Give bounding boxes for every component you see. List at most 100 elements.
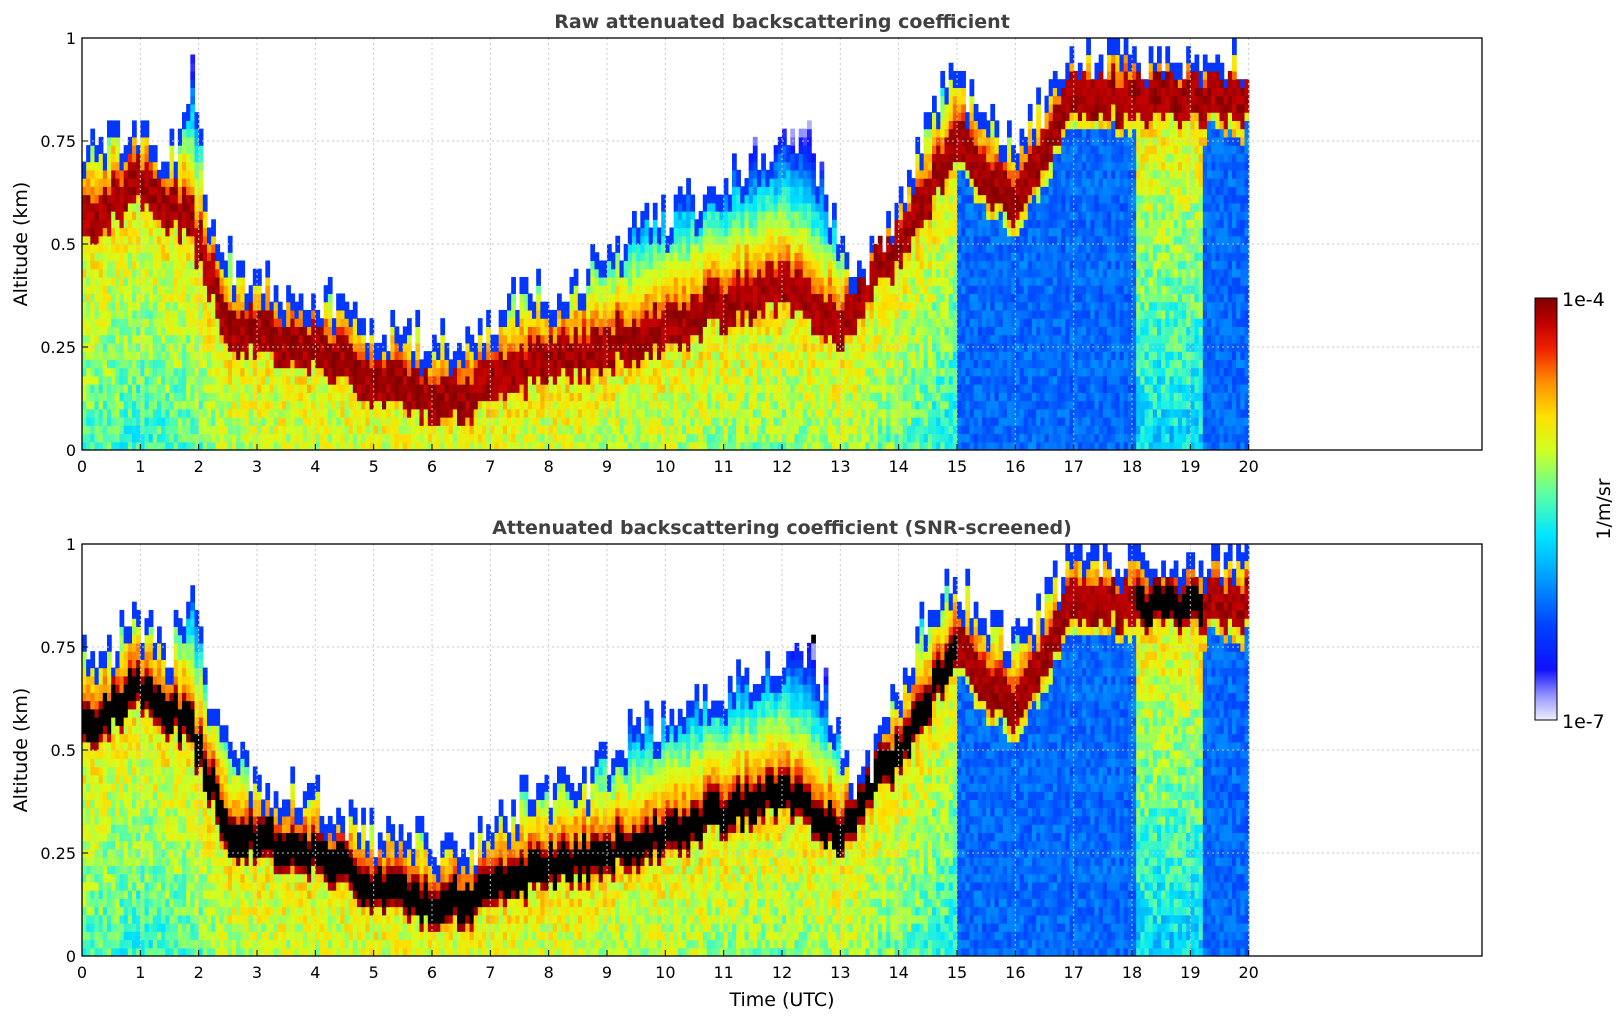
heatmap-cell [252, 268, 258, 278]
heatmap-cell [536, 309, 541, 319]
heatmap-cell [336, 417, 341, 426]
heatmap-cell [736, 276, 741, 286]
heatmap-cell [327, 433, 333, 443]
heatmap-cell [611, 351, 616, 360]
heatmap-cell [177, 342, 183, 352]
heatmap-cell [144, 202, 150, 212]
heatmap-cell [136, 367, 141, 377]
heatmap-cell [436, 375, 441, 385]
heatmap-cell [223, 400, 229, 410]
heatmap-cell [515, 392, 521, 402]
heatmap-cell [144, 326, 150, 336]
heatmap-cell [802, 244, 808, 253]
heatmap-cell [548, 408, 554, 418]
heatmap-cell [102, 211, 108, 220]
heatmap-cell [573, 400, 579, 410]
heatmap-cell [148, 268, 154, 278]
heatmap-cell [140, 252, 146, 262]
heatmap-cell [432, 417, 437, 426]
heatmap-cell [873, 417, 879, 426]
heatmap-cell [169, 400, 175, 410]
heatmap-cell [857, 301, 862, 311]
heatmap-cell [198, 235, 204, 245]
heatmap-cell [548, 367, 554, 377]
heatmap-cell [882, 326, 887, 336]
heatmap-cell [652, 351, 658, 360]
heatmap-cell [169, 178, 175, 187]
heatmap-cell [148, 219, 154, 229]
heatmap-cell [815, 252, 821, 262]
heatmap-cell [94, 334, 100, 344]
heatmap-cell [190, 334, 196, 344]
heatmap-cell [282, 408, 287, 418]
heatmap-cell [811, 211, 816, 220]
heatmap-cell [761, 293, 766, 303]
heatmap-cell [86, 260, 91, 270]
heatmap-cell [761, 441, 766, 450]
heatmap-cell [265, 392, 271, 402]
heatmap-cell [673, 309, 679, 319]
heatmap-cell [236, 276, 241, 286]
heatmap-cell [186, 268, 191, 278]
heatmap-cell [186, 309, 191, 319]
heatmap-cell [690, 326, 696, 336]
heatmap-cell [311, 309, 316, 319]
heatmap-cell [827, 392, 833, 402]
heatmap-cell [615, 252, 621, 262]
heatmap-cell [794, 227, 800, 237]
heatmap-cell [602, 293, 608, 303]
heatmap-cell [257, 417, 262, 426]
heatmap-cell [161, 285, 166, 295]
heatmap-cell [323, 301, 329, 311]
heatmap-cell [769, 334, 775, 344]
heatmap-cell [186, 400, 191, 410]
heatmap-cell [252, 433, 258, 443]
heatmap-cell [298, 351, 304, 360]
heatmap-cell [523, 334, 529, 344]
heatmap-cell [794, 244, 800, 253]
heatmap-cell [152, 161, 158, 171]
heatmap-cell [315, 367, 321, 377]
heatmap-cell [786, 293, 791, 303]
heatmap-cell [802, 326, 808, 336]
heatmap-cell [794, 375, 800, 385]
heatmap-cell [127, 301, 133, 311]
heatmap-cell [257, 359, 262, 369]
heatmap-cell [382, 367, 387, 377]
heatmap-cell [269, 351, 275, 360]
heatmap-cell [111, 128, 116, 138]
heatmap-cell [715, 301, 721, 311]
heatmap-cell [236, 268, 241, 278]
heatmap-cell [677, 408, 683, 418]
heatmap-cell [102, 408, 108, 418]
heatmap-cell [340, 441, 346, 450]
heatmap-cell [869, 367, 875, 377]
heatmap-cell [865, 392, 871, 402]
heatmap-cell [148, 202, 154, 212]
heatmap-cell [265, 351, 271, 360]
heatmap-cell [711, 318, 716, 327]
heatmap-cell [136, 252, 141, 262]
heatmap-cell [790, 268, 796, 278]
heatmap-cell [248, 417, 254, 426]
heatmap-cell [252, 326, 258, 336]
heatmap-cell [777, 268, 783, 278]
heatmap-cell [798, 342, 804, 352]
heatmap-cell [519, 367, 525, 377]
heatmap-cell [527, 417, 533, 426]
heatmap-cell [782, 433, 787, 443]
heatmap-cell [227, 359, 233, 369]
heatmap-cell [507, 309, 512, 319]
heatmap-cell [552, 400, 558, 410]
heatmap-cell [677, 309, 683, 319]
heatmap-cell [136, 202, 141, 212]
heatmap-cell [240, 417, 246, 426]
heatmap-cell [273, 400, 279, 410]
heatmap-cell [736, 293, 741, 303]
heatmap-cell [786, 285, 791, 295]
heatmap-cell [207, 235, 212, 245]
heatmap-cell [411, 408, 416, 418]
heatmap-cell [602, 326, 608, 336]
heatmap-cell [369, 367, 375, 377]
heatmap-cell [690, 244, 696, 253]
